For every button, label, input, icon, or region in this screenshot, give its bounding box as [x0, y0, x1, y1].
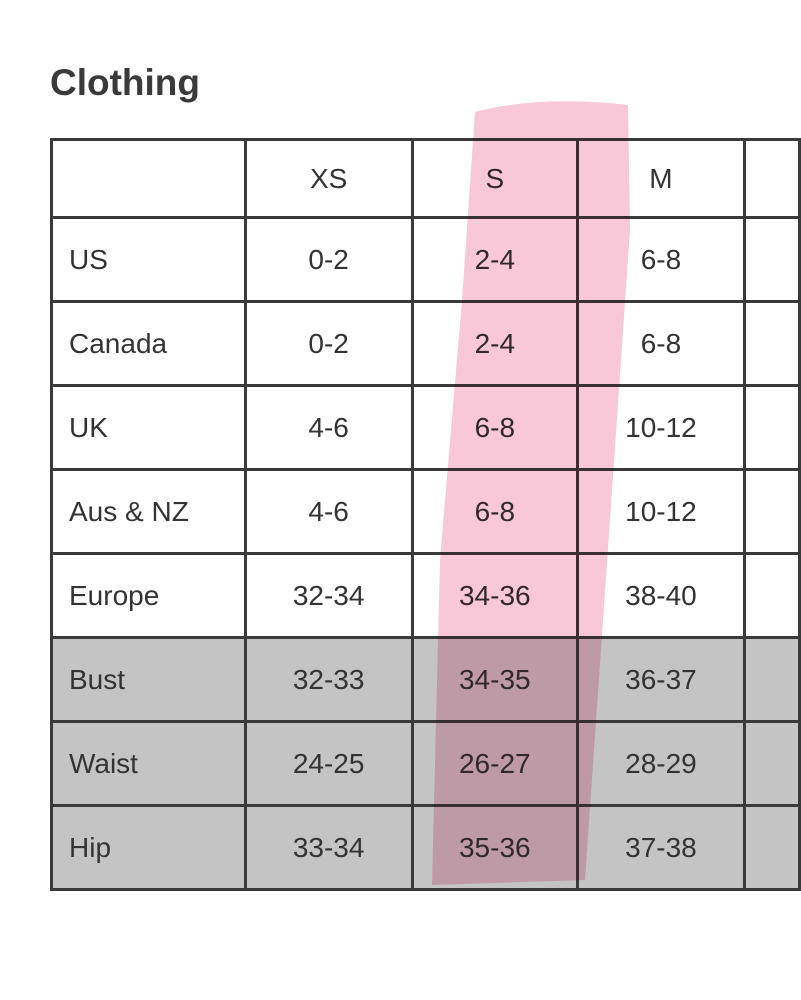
- header-row: XS S M: [50, 138, 801, 219]
- row-label: Aus & NZ: [50, 468, 247, 555]
- table-row: US 0-2 2-4 6-8: [50, 216, 801, 303]
- size-cell: 24-25: [243, 720, 414, 807]
- size-cell: 10-12: [575, 384, 746, 471]
- corner-cell: [50, 138, 247, 219]
- row-label: Hip: [50, 804, 247, 891]
- size-table: XS S M US 0-2 2-4 6-8 Canada 0-2 2-4 6-8 UK 4-6 6-8 10…: [50, 138, 801, 891]
- title: Clothing: [50, 62, 201, 103]
- cut-off-cell: [742, 804, 801, 891]
- cut-off-cell: [742, 138, 801, 219]
- cut-off-cell: [742, 216, 801, 303]
- size-cell: 33-34: [243, 804, 414, 891]
- size-cell: 10-12: [575, 468, 746, 555]
- size-cell: 2-4: [410, 300, 579, 387]
- size-cell: 6-8: [410, 468, 579, 555]
- size-cell: 34-35: [410, 636, 579, 723]
- table-row: Hip 33-34 35-36 37-38: [50, 804, 801, 891]
- size-cell: 4-6: [243, 468, 414, 555]
- table-row: Canada 0-2 2-4 6-8: [50, 300, 801, 387]
- row-label: Waist: [50, 720, 247, 807]
- cut-off-cell: [742, 384, 801, 471]
- size-cell: 28-29: [575, 720, 746, 807]
- size-cell: 35-36: [410, 804, 579, 891]
- row-label: Canada: [50, 300, 247, 387]
- row-label: US: [50, 216, 247, 303]
- column-header: S: [410, 138, 579, 219]
- cut-off-cell: [742, 300, 801, 387]
- cut-off-cell: [742, 636, 801, 723]
- size-cell: 34-36: [410, 552, 579, 639]
- size-cell: 32-34: [243, 552, 414, 639]
- size-cell: 0-2: [243, 300, 414, 387]
- size-cell: 32-33: [243, 636, 414, 723]
- size-cell: 38-40: [575, 552, 746, 639]
- column-header: M: [575, 138, 746, 219]
- table-row: UK 4-6 6-8 10-12: [50, 384, 801, 471]
- row-label: UK: [50, 384, 247, 471]
- column-header: XS: [243, 138, 414, 219]
- cut-off-cell: [742, 552, 801, 639]
- size-cell: 6-8: [575, 300, 746, 387]
- row-label: Europe: [50, 552, 247, 639]
- size-cell: 36-37: [575, 636, 746, 723]
- size-cell: 37-38: [575, 804, 746, 891]
- size-cell: 0-2: [243, 216, 414, 303]
- size-cell: 26-27: [410, 720, 579, 807]
- table-row: Aus & NZ 4-6 6-8 10-12: [50, 468, 801, 555]
- cut-off-cell: [742, 468, 801, 555]
- row-label: Bust: [50, 636, 247, 723]
- table-row: Waist 24-25 26-27 28-29: [50, 720, 801, 807]
- size-cell: 4-6: [243, 384, 414, 471]
- table-row: Europe 32-34 34-36 38-40: [50, 552, 801, 639]
- size-cell: 6-8: [575, 216, 746, 303]
- size-cell: 6-8: [410, 384, 579, 471]
- cut-off-cell: [742, 720, 801, 807]
- size-cell: 2-4: [410, 216, 579, 303]
- table-row: Bust 32-33 34-35 36-37: [50, 636, 801, 723]
